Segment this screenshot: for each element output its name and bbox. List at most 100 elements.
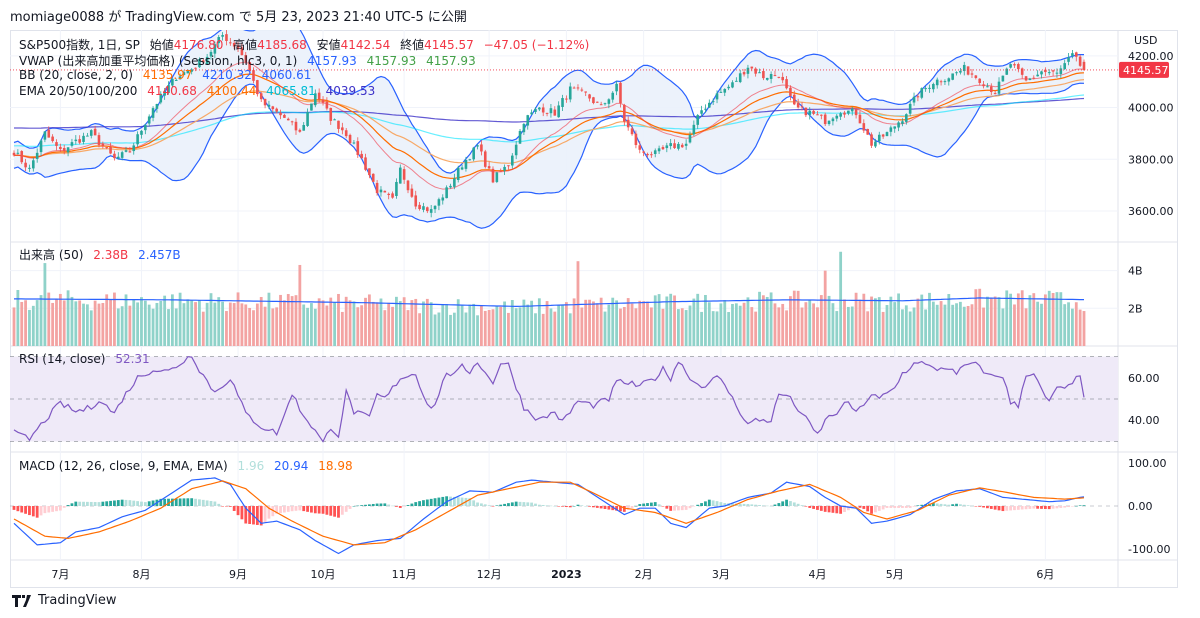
candle-body[interactable]: [271, 106, 275, 110]
macd-histogram-bar[interactable]: [669, 506, 673, 511]
volume-bar[interactable]: [205, 302, 209, 346]
candle-body[interactable]: [171, 78, 174, 86]
volume-bar[interactable]: [259, 296, 263, 346]
macd-histogram-bar[interactable]: [750, 504, 754, 506]
volume-bar[interactable]: [155, 302, 159, 346]
volume-bar[interactable]: [209, 293, 213, 346]
volume-bar[interactable]: [874, 298, 877, 346]
volume-bar[interactable]: [646, 301, 649, 346]
candle-body[interactable]: [62, 147, 66, 151]
volume-bar[interactable]: [391, 306, 394, 346]
macd-histogram-bar[interactable]: [680, 506, 684, 511]
macd-histogram-bar[interactable]: [781, 501, 785, 506]
candle-body[interactable]: [402, 169, 406, 180]
macd-histogram-bar[interactable]: [646, 503, 649, 506]
volume-bar[interactable]: [74, 301, 78, 346]
macd-histogram-bar[interactable]: [174, 498, 178, 506]
macd-histogram-bar[interactable]: [267, 506, 271, 519]
volume-bar[interactable]: [348, 300, 352, 346]
volume-bar[interactable]: [808, 299, 812, 346]
candle-body[interactable]: [43, 131, 47, 140]
volume-bar[interactable]: [564, 302, 568, 346]
candle-body[interactable]: [592, 97, 595, 104]
volume-bar[interactable]: [549, 308, 553, 346]
macd-histogram-bar[interactable]: [561, 506, 564, 507]
volume-bar[interactable]: [286, 294, 290, 346]
candle-body[interactable]: [410, 188, 414, 197]
volume-bar[interactable]: [607, 304, 611, 346]
volume-bar[interactable]: [796, 290, 800, 346]
candle-body[interactable]: [217, 37, 221, 44]
volume-bar[interactable]: [449, 314, 452, 346]
macd-histogram-bar[interactable]: [360, 505, 364, 506]
candle-body[interactable]: [792, 94, 796, 105]
volume-bar[interactable]: [78, 300, 82, 346]
candle-body[interactable]: [719, 91, 723, 93]
macd-histogram-bar[interactable]: [846, 506, 850, 511]
candle-body[interactable]: [874, 141, 877, 147]
candle-body[interactable]: [1017, 64, 1020, 70]
volume-bar[interactable]: [958, 301, 962, 346]
candle-body[interactable]: [468, 159, 472, 161]
candle-body[interactable]: [1082, 61, 1086, 70]
volume-bar[interactable]: [170, 294, 174, 346]
macd-histogram-bar[interactable]: [908, 506, 912, 508]
candle-body[interactable]: [862, 123, 866, 131]
macd-histogram-bar[interactable]: [1078, 505, 1082, 506]
candle-body[interactable]: [89, 130, 93, 136]
candle-body[interactable]: [541, 107, 545, 113]
volume-bar[interactable]: [761, 295, 765, 346]
volume-bar[interactable]: [441, 304, 445, 346]
candle-body[interactable]: [1005, 68, 1009, 75]
candle-body[interactable]: [294, 121, 298, 131]
macd-histogram-bar[interactable]: [858, 506, 862, 508]
volume-bar[interactable]: [1051, 292, 1055, 346]
macd-histogram-bar[interactable]: [622, 506, 626, 512]
volume-bar[interactable]: [908, 311, 912, 346]
candle-body[interactable]: [870, 134, 873, 146]
macd-histogram-bar[interactable]: [819, 506, 823, 511]
macd-histogram-bar[interactable]: [1028, 506, 1032, 509]
volume-bar[interactable]: [649, 307, 653, 346]
volume-bar[interactable]: [1005, 290, 1009, 346]
candle-body[interactable]: [974, 75, 978, 78]
volume-bar[interactable]: [715, 311, 719, 346]
macd-histogram-bar[interactable]: [58, 506, 62, 511]
candle-body[interactable]: [595, 101, 599, 103]
candle-body[interactable]: [140, 130, 143, 135]
volume-bar[interactable]: [1043, 294, 1047, 346]
candle-body[interactable]: [113, 153, 116, 159]
macd-histogram-bar[interactable]: [205, 500, 209, 506]
volume-bar[interactable]: [731, 303, 734, 346]
volume-bar[interactable]: [418, 313, 421, 346]
macd-histogram-bar[interactable]: [843, 506, 846, 512]
macd-histogram-bar[interactable]: [564, 506, 568, 507]
volume-bar[interactable]: [727, 312, 731, 346]
macd-histogram-bar[interactable]: [808, 506, 812, 508]
candle-body[interactable]: [105, 147, 109, 149]
candle-body[interactable]: [205, 56, 209, 64]
candle-body[interactable]: [997, 81, 1001, 94]
candle-body[interactable]: [955, 72, 958, 74]
volume-bar[interactable]: [657, 294, 661, 346]
volume-bar[interactable]: [742, 302, 746, 346]
candle-body[interactable]: [66, 147, 70, 153]
candle-body[interactable]: [495, 172, 499, 182]
macd-histogram-bar[interactable]: [1040, 506, 1043, 509]
macd-legend[interactable]: MACD (12, 26, close, 9, EMA, EMA) 1.96 2…: [19, 459, 359, 473]
candle-body[interactable]: [1051, 70, 1055, 72]
macd-histogram-bar[interactable]: [761, 505, 765, 506]
macd-histogram-bar[interactable]: [947, 504, 951, 506]
macd-histogram-bar[interactable]: [920, 504, 924, 506]
candle-body[interactable]: [1013, 64, 1016, 66]
macd-histogram-bar[interactable]: [715, 501, 719, 506]
macd-histogram-bar[interactable]: [143, 502, 147, 506]
volume-bar[interactable]: [414, 298, 418, 346]
macd-histogram-bar[interactable]: [228, 506, 232, 507]
candle-body[interactable]: [128, 151, 132, 153]
candle-body[interactable]: [310, 103, 313, 111]
candle-body[interactable]: [553, 109, 557, 116]
macd-histogram-bar[interactable]: [673, 506, 676, 511]
candle-body[interactable]: [932, 83, 935, 90]
candle-body[interactable]: [70, 142, 74, 146]
